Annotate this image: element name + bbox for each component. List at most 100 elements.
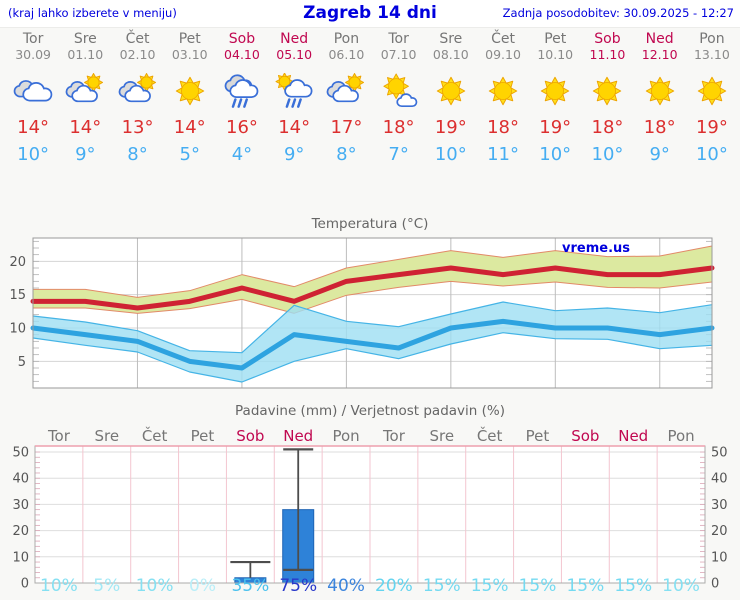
temperature-chart-title: Temperatura (°C) bbox=[311, 216, 429, 232]
day-date: 06.10 bbox=[328, 47, 365, 62]
day-tmax: 18° bbox=[591, 117, 624, 138]
day-tmin: 7° bbox=[388, 144, 409, 165]
day-column[interactable]: Pon 06.10 17° 8° bbox=[320, 31, 372, 168]
sunny-icon bbox=[581, 71, 633, 111]
day-tmax: 13° bbox=[121, 117, 154, 138]
day-column[interactable]: Sob 11.10 18° 10° bbox=[581, 31, 633, 168]
precip-probability: 10% bbox=[135, 576, 174, 596]
temp-axis-label: 10 bbox=[9, 322, 26, 337]
day-name: Sre bbox=[73, 31, 97, 47]
day-tmax: 16° bbox=[226, 117, 258, 138]
day-tmax: 19° bbox=[695, 117, 728, 138]
day-column[interactable]: Pet 10.10 19° 10° bbox=[529, 31, 581, 168]
day-tmin: 9° bbox=[283, 144, 305, 165]
temp-axis-label: 5 bbox=[18, 355, 26, 370]
day-column[interactable]: Pon 13.10 19° 10° bbox=[686, 31, 738, 168]
sunny-icon bbox=[477, 71, 529, 111]
sun-rain-icon bbox=[268, 71, 320, 111]
day-tmax: 18° bbox=[643, 117, 676, 138]
day-column[interactable]: Tor 07.10 18° 7° bbox=[373, 31, 425, 168]
precip-axis-label-left: 20 bbox=[12, 524, 29, 539]
precip-probability: 10% bbox=[662, 576, 700, 596]
precip-probability: 75% bbox=[279, 576, 318, 596]
precipitation-chart-title: Padavine (mm) / Verjetnost padavin (%) bbox=[235, 403, 505, 419]
precip-day-label: Tor bbox=[382, 427, 405, 445]
day-name: Sob bbox=[594, 31, 621, 47]
precip-day-label: Čet bbox=[141, 427, 168, 445]
day-date: 05.10 bbox=[276, 47, 313, 62]
precip-axis-label-left: 10 bbox=[12, 550, 29, 565]
day-column[interactable]: Čet 09.10 18° 11° bbox=[477, 31, 529, 168]
precip-day-label: Pon bbox=[667, 427, 695, 445]
sunny-icon bbox=[529, 71, 581, 111]
precip-day-label: Tor bbox=[47, 427, 70, 445]
day-column[interactable]: Sre 01.10 14° 9° bbox=[59, 31, 111, 168]
precip-probability: 15% bbox=[518, 576, 557, 596]
day-name: Čet bbox=[125, 31, 150, 47]
day-name: Sre bbox=[439, 31, 463, 47]
day-column[interactable]: Pet 03.10 14° 5° bbox=[164, 31, 216, 168]
day-column[interactable]: Tor 30.09 14° 10° bbox=[7, 31, 59, 168]
sunny-icon bbox=[634, 71, 686, 111]
day-name: Ned bbox=[645, 31, 674, 47]
precip-probability: 15% bbox=[422, 576, 461, 596]
precip-axis-label-left: 40 bbox=[12, 472, 29, 487]
precip-axis-label-left: 30 bbox=[12, 498, 29, 513]
day-date: 11.10 bbox=[589, 47, 626, 62]
day-column[interactable]: Sob 04.10 16° 4° bbox=[216, 31, 268, 168]
day-column[interactable]: Ned 12.10 18° 9° bbox=[634, 31, 686, 168]
day-date: 01.10 bbox=[67, 47, 104, 62]
day-name: Tor bbox=[22, 31, 44, 47]
day-tmax: 18° bbox=[487, 117, 519, 138]
temp-axis-label: 15 bbox=[9, 288, 26, 303]
day-tmin: 8° bbox=[336, 144, 357, 165]
day-tmax: 14° bbox=[278, 117, 311, 138]
day-tmin: 10° bbox=[591, 144, 624, 165]
day-date: 02.10 bbox=[119, 47, 156, 62]
precip-day-label: Sob bbox=[571, 427, 600, 445]
day-tmin: 9° bbox=[649, 144, 670, 165]
precip-day-labels-row: Tor Sre Čet Pet Sob Ned Pon Tor Sre Čet Pet Sob Ned P… bbox=[35, 427, 705, 445]
precip-axis-label-right: 20 bbox=[711, 524, 728, 539]
day-date: 09.10 bbox=[485, 47, 521, 62]
precip-probability: 10% bbox=[40, 576, 78, 596]
day-name: Pon bbox=[333, 31, 360, 47]
precip-axis-label-right: 10 bbox=[711, 550, 728, 565]
day-name: Pon bbox=[699, 31, 725, 47]
precip-day-label: Sob bbox=[236, 427, 265, 445]
day-column[interactable]: Sre 08.10 19° 10° bbox=[425, 31, 477, 168]
day-name: Pet bbox=[544, 31, 567, 47]
precip-probability: 15% bbox=[566, 576, 605, 596]
sunny-icon bbox=[686, 71, 738, 111]
day-date: 12.10 bbox=[641, 47, 678, 62]
day-column[interactable]: Ned 05.10 14° 9° bbox=[268, 31, 320, 168]
precip-day-label: Sre bbox=[429, 427, 455, 445]
last-update-text: Zadnja posodobitev: 30.09.2025 - 12:27 bbox=[502, 6, 734, 20]
day-tmin: 10° bbox=[17, 144, 50, 165]
day-tmin: 4° bbox=[231, 144, 253, 165]
day-date: 30.09 bbox=[15, 47, 51, 62]
precip-day-label: Pon bbox=[332, 427, 360, 445]
day-tmax: 19° bbox=[434, 117, 467, 138]
day-tmin: 10° bbox=[434, 144, 467, 165]
precip-day-label: Pet bbox=[190, 427, 215, 445]
header-bar: (kraj lahko izberete v meniju) Zagreb 14… bbox=[0, 0, 740, 28]
precipitation-chart: 0 0 10 10 20 20 30 30 40 40 50 50 bbox=[12, 445, 728, 592]
day-tmin: 5° bbox=[179, 144, 200, 165]
partly-sunny-icon bbox=[111, 71, 163, 111]
day-column[interactable]: Čet 02.10 13° 8° bbox=[111, 31, 163, 168]
vreme-watermark: vreme.us bbox=[562, 241, 630, 256]
precip-probability: 0% bbox=[189, 576, 216, 596]
day-tmax: 17° bbox=[330, 117, 363, 138]
day-name: Pet bbox=[178, 31, 201, 47]
precip-day-label: Pet bbox=[525, 427, 550, 445]
day-tmin: 10° bbox=[539, 144, 572, 165]
day-tmin: 11° bbox=[487, 144, 519, 165]
menu-hint-text: (kraj lahko izberete v meniju) bbox=[8, 6, 177, 20]
partly-sunny-icon bbox=[59, 71, 111, 111]
day-tmax: 18° bbox=[382, 117, 415, 138]
precip-probability: 35% bbox=[231, 576, 270, 596]
sunny-icon bbox=[425, 71, 477, 111]
day-tmin: 10° bbox=[695, 144, 728, 165]
